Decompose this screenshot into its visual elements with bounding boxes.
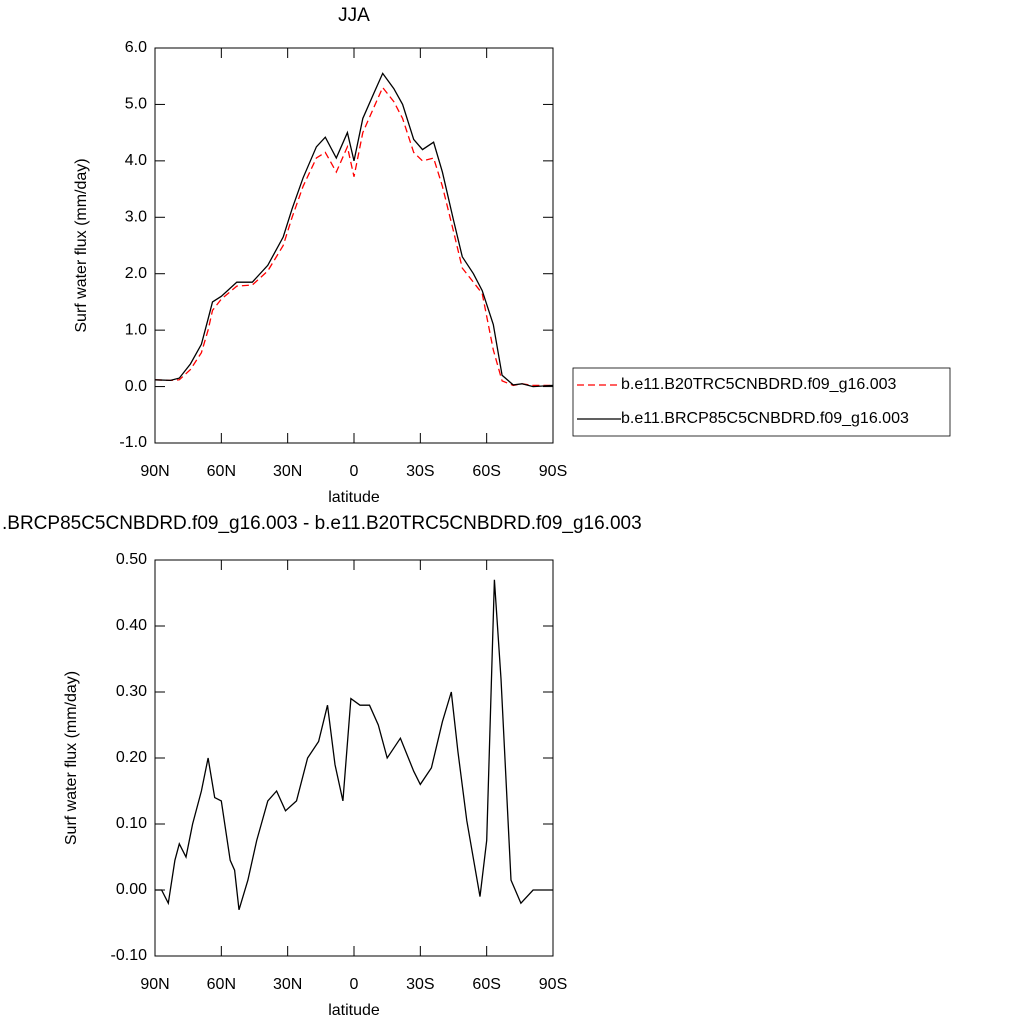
y-tick-label: 6.0 bbox=[125, 39, 147, 56]
y-tick-label: 2.0 bbox=[125, 265, 147, 282]
chart-title: JJA bbox=[338, 5, 370, 26]
x-axis-label: latitude bbox=[328, 1002, 380, 1019]
y-tick-label: 0.10 bbox=[116, 815, 147, 832]
x-tick-label: 90S bbox=[539, 976, 567, 993]
x-tick-label: 90S bbox=[539, 463, 567, 480]
data-line bbox=[154, 86, 553, 387]
chart-title: .BRCP85C5CNBDRD.f09_g16.003 - b.e11.B20T… bbox=[2, 513, 642, 534]
y-tick-label: 0.20 bbox=[116, 749, 147, 766]
legend-box bbox=[572, 367, 951, 437]
y-tick-label: 0.50 bbox=[116, 551, 147, 568]
y-tick-label: -1.0 bbox=[119, 434, 147, 451]
data-line bbox=[155, 579, 553, 910]
y-tick-label: 5.0 bbox=[125, 96, 147, 113]
x-tick-label: 90N bbox=[140, 463, 169, 480]
x-tick-label: 60S bbox=[472, 976, 500, 993]
x-tick-label: 30N bbox=[273, 976, 302, 993]
x-tick-label: 60N bbox=[207, 976, 236, 993]
x-tick-label: 60N bbox=[207, 463, 236, 480]
y-tick-label: 3.0 bbox=[125, 209, 147, 226]
x-tick-label: 0 bbox=[350, 463, 359, 480]
x-axis-label: latitude bbox=[328, 489, 380, 506]
y-tick-label: 1.0 bbox=[125, 321, 147, 338]
plot-frame bbox=[154, 47, 554, 444]
legend-label: b.e11.BRCP85C5CNBDRD.f09_g16.003 bbox=[621, 410, 909, 427]
data-line bbox=[154, 72, 554, 388]
y-tick-label: 0.30 bbox=[116, 683, 147, 700]
x-tick-label: 30S bbox=[406, 976, 434, 993]
y-tick-label: 0.0 bbox=[125, 378, 147, 395]
x-tick-label: 60S bbox=[472, 463, 500, 480]
y-axis-label: Surf water flux (mm/day) bbox=[63, 671, 80, 845]
y-tick-label: 4.0 bbox=[125, 152, 147, 169]
x-tick-label: 0 bbox=[350, 976, 359, 993]
legend-label: b.e11.B20TRC5CNBDRD.f09_g16.003 bbox=[621, 376, 897, 393]
y-tick-label: 0.00 bbox=[116, 881, 147, 898]
x-tick-label: 30N bbox=[273, 463, 302, 480]
y-axis-label: Surf water flux (mm/day) bbox=[73, 158, 90, 332]
plot-frame bbox=[154, 559, 554, 957]
y-tick-label: -0.10 bbox=[111, 947, 148, 964]
x-tick-label: 90N bbox=[140, 976, 169, 993]
y-tick-label: 0.40 bbox=[116, 617, 147, 634]
x-tick-label: 30S bbox=[406, 463, 434, 480]
